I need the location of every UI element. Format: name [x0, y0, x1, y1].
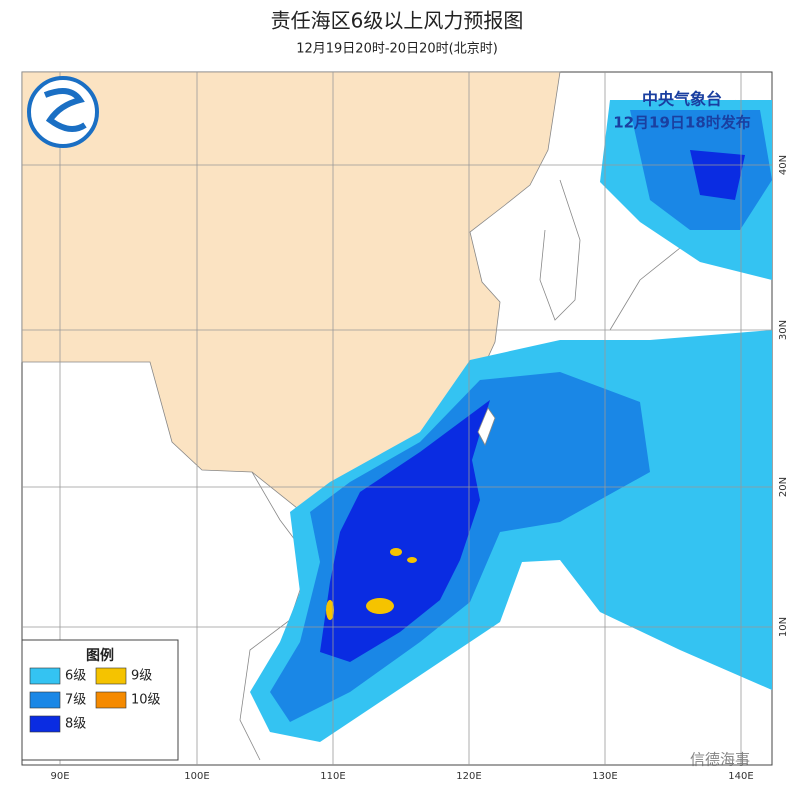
zone-8	[690, 150, 745, 200]
legend-swatch	[95, 667, 127, 685]
latitude-label: 10N	[778, 617, 789, 637]
logo	[27, 76, 99, 148]
zone-9	[326, 600, 334, 620]
legend-title: 图例	[86, 647, 114, 664]
longitude-label: 100E	[184, 771, 209, 782]
latitude-label: 20N	[778, 477, 789, 497]
taiwan	[477, 407, 496, 446]
zone-8	[320, 400, 490, 662]
legend-label: 8级	[65, 717, 86, 732]
wind-zones	[250, 100, 772, 742]
title: 责任海区6级以上风力预报图	[271, 9, 524, 33]
legend-label: 6级	[65, 669, 86, 684]
subtitle: 12月19日20时-20日20时(北京时)	[296, 42, 498, 57]
latitude-labels: 40N 30N 20N 10N	[778, 155, 789, 637]
issuer-name: 中央气象台	[642, 90, 722, 109]
legend-swatch	[95, 691, 127, 709]
legend-label: 7级	[65, 693, 86, 708]
longitude-label: 130E	[592, 771, 617, 782]
issue-time: 12月19日18时发布	[613, 114, 751, 132]
longitude-label: 110E	[320, 771, 345, 782]
legend: 图例 6级 7级 8级 9级 10级	[21, 639, 179, 761]
zone-9	[407, 557, 417, 563]
latitude-label: 30N	[778, 320, 789, 340]
latitude-label: 40N	[778, 155, 789, 175]
zone-9	[366, 598, 394, 614]
watermark: 信德海事	[690, 751, 750, 769]
legend-swatch	[29, 667, 61, 685]
legend-label: 10级	[131, 693, 161, 708]
longitude-labels: 90E 100E 110E 120E 130E 140E	[50, 771, 753, 782]
legend-swatch	[29, 715, 61, 733]
longitude-label: 90E	[50, 771, 69, 782]
legend-swatch	[29, 691, 61, 709]
zone-9	[390, 548, 402, 556]
legend-label: 9级	[131, 669, 152, 684]
longitude-label: 120E	[456, 771, 481, 782]
longitude-label: 140E	[728, 771, 753, 782]
